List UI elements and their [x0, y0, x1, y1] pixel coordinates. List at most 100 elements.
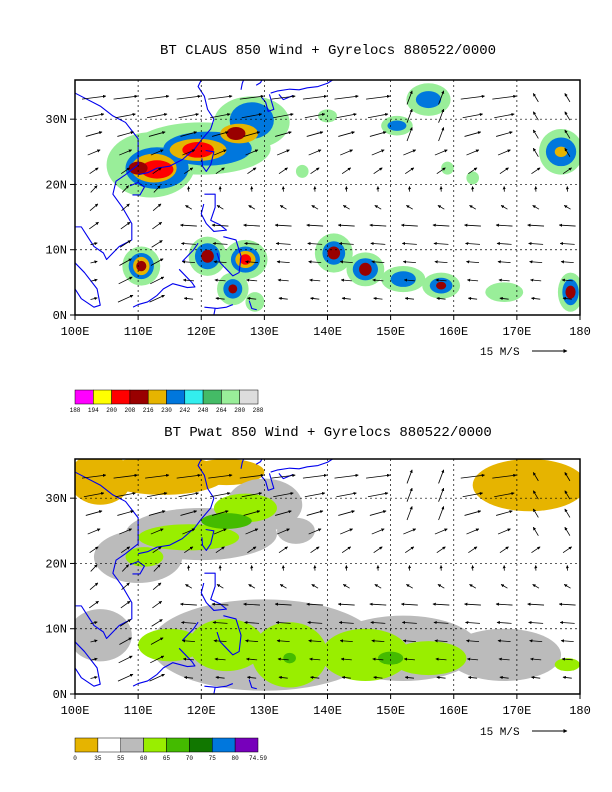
pwat-wind-vector: [500, 584, 508, 589]
claus-colorbar-label: 242: [179, 407, 190, 414]
claus-wind-vector: [339, 260, 353, 264]
claus-wind-vector: [402, 260, 416, 264]
claus-wind-vector: [371, 149, 385, 156]
claus-coastline: [216, 236, 242, 277]
claus-wind-vector: [310, 296, 320, 301]
pwat-wind-vector: [247, 675, 257, 680]
pwat-wind-vector: [561, 657, 573, 661]
claus-wind-vector: [435, 278, 447, 282]
pwat-wind-vector: [402, 639, 416, 643]
claus-wind-vector: [119, 240, 132, 248]
pwat-coastline: [200, 572, 228, 611]
claus-wind-vector: [311, 205, 319, 210]
pwat-wind-vector: [464, 602, 481, 606]
pwat-shading-cell: [554, 658, 580, 672]
claus-wind-vector: [374, 205, 382, 210]
claus-shading-cell: [436, 281, 447, 290]
pwat-wind-vector: [271, 473, 296, 479]
pwat-wind-vector: [152, 600, 162, 609]
pwat-wind-vector: [401, 620, 417, 625]
claus-wind-vector: [308, 149, 322, 156]
claus-wind-vector: [373, 296, 383, 301]
pwat-wind-vector: [146, 491, 168, 498]
pwat-wind-vector: [181, 639, 195, 643]
claus-wind-vector: [213, 260, 227, 264]
claus-wind-vector: [182, 278, 195, 282]
pwat-colorbar-label: 74.59: [249, 755, 267, 762]
claus-reference-vector: 15 M/S: [480, 347, 568, 359]
claus-wind-vector: [87, 149, 101, 156]
claus-wind-vector: [117, 131, 134, 137]
claus-wind-vector: [406, 127, 413, 142]
pwat-wind-vector: [241, 491, 263, 498]
pwat-x-tick-label: 180: [569, 704, 591, 718]
pwat-wind-vector: [437, 584, 445, 589]
pwat-wind-vector: [340, 528, 353, 535]
claus-wind-vector: [89, 203, 99, 211]
claus-wind-vector: [273, 112, 294, 119]
pwat-shading-cell: [75, 609, 132, 662]
claus-wind-vector: [497, 149, 511, 156]
claus-x-tick-label: 160E: [439, 325, 468, 339]
claus-coastline: [255, 80, 263, 86]
claus-colorbar-label: 264: [216, 407, 227, 414]
claus-wind-vector: [558, 223, 576, 227]
pwat-wind-vector: [308, 528, 322, 535]
pwat-wind-vector: [239, 473, 265, 479]
claus-wind-vector: [309, 278, 321, 282]
claus-shading-cell: [485, 282, 524, 302]
pwat-wind-vector: [434, 528, 448, 535]
claus-wind-vector: [406, 108, 413, 123]
claus-wind-vector: [564, 111, 571, 121]
pwat-wind-vector: [532, 472, 539, 482]
claus-colorbar-swatch: [202, 389, 222, 405]
pwat-wind-vector: [532, 508, 539, 518]
claus-wind-vector: [117, 294, 134, 303]
pwat-colorbar: 0 35 55 60 65 70 75 80 74.59: [73, 737, 267, 762]
claus-wind-vector: [246, 278, 258, 282]
pwat-wind-vector: [406, 506, 413, 521]
claus-x-tick-label: 130E: [250, 325, 279, 339]
claus-wind-vector: [180, 223, 197, 227]
pwat-wind-vector: [180, 602, 197, 606]
claus-wind-vector: [529, 260, 543, 264]
claus-wind-vector: [183, 296, 194, 301]
claus-wind-vector: [370, 241, 386, 246]
claus-wind-vector: [499, 167, 509, 175]
pwat-wind-vector: [369, 510, 387, 516]
pwat-title: BT Pwat 850 Wind + Gyrelocs 880522/0000: [164, 425, 492, 441]
pwat-wind-vector: [564, 526, 571, 536]
pwat-shading-cell: [472, 459, 580, 512]
pwat-wind-vector: [499, 546, 509, 554]
claus-wind-vector: [212, 241, 228, 246]
claus-wind-vector: [247, 296, 257, 301]
claus-wind-vector: [498, 278, 510, 282]
pwat-wind-vector: [436, 546, 446, 554]
pwat-coastline: [216, 615, 242, 656]
claus-wind-vector: [436, 296, 446, 301]
claus-wind-vector: [464, 223, 481, 227]
pwat-colorbar-label: 60: [140, 755, 148, 762]
claus-wind-vector: [302, 94, 328, 100]
pwat-wind-vector: [338, 620, 354, 625]
claus-shading-cell: [466, 171, 479, 185]
claus-wind-vector: [241, 112, 263, 119]
claus-wind-vector: [121, 185, 130, 193]
pwat-wind-vector: [432, 602, 450, 606]
claus-wind-vector: [340, 149, 353, 156]
claus-wind-vector: [185, 205, 193, 210]
claus-wind-vector: [468, 167, 478, 175]
pwat-wind-vector: [151, 619, 163, 627]
claus-wind-vector: [366, 94, 391, 100]
claus-wind-vector: [113, 94, 138, 100]
pwat-shading-cell: [277, 517, 315, 544]
claus-wind-vector: [559, 241, 575, 246]
pwat-coastline: [75, 471, 139, 640]
pwat-colorbar-swatch: [120, 737, 144, 753]
claus-coastline: [204, 304, 234, 310]
claus-wind-vector: [89, 167, 99, 175]
pwat-wind-vector: [374, 584, 382, 589]
claus-shading-cell: [228, 284, 238, 294]
pwat-wind-vector: [81, 473, 107, 479]
claus-colorbar: 188 194 200 208 216 230 242 248 264 280 288: [70, 389, 264, 414]
